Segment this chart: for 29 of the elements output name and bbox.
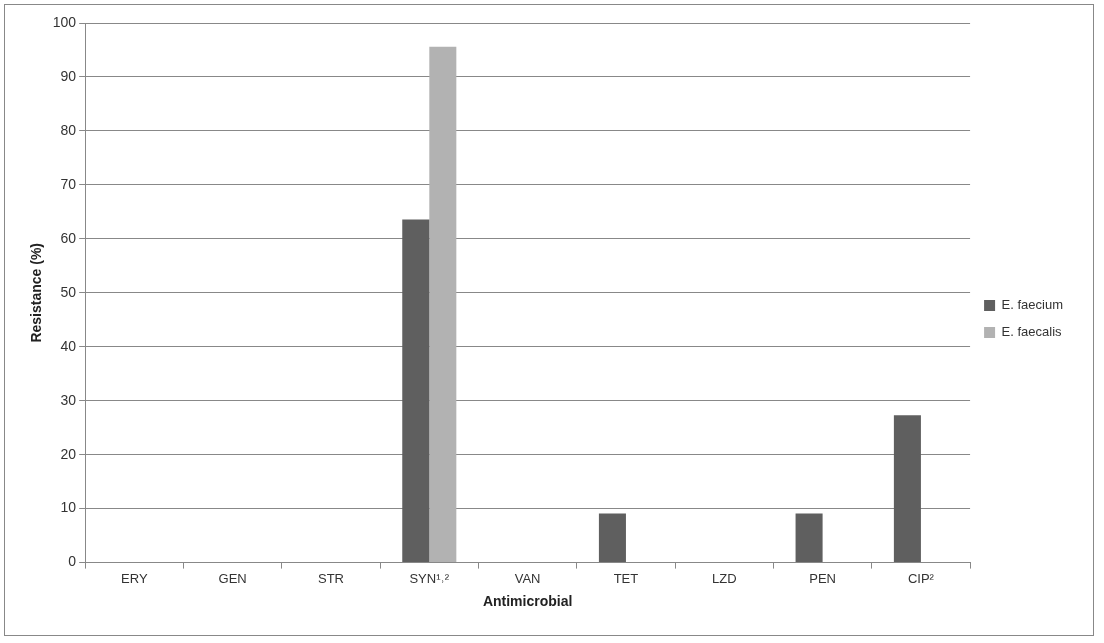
y-tick-label: 60 [60,229,77,246]
bar [402,219,430,563]
x-tick-label: LZD [711,570,737,586]
x-tick-label: GEN [218,570,247,586]
x-tick-label: TET [613,570,639,586]
y-tick-label: 90 [60,67,77,84]
y-tick-label: 80 [60,121,77,138]
bar [795,513,823,563]
y-tick-label: 50 [60,283,77,300]
x-tick-label: VAN [514,570,541,586]
y-tick-label: 100 [52,13,77,30]
legend-label: E. faecium [1001,297,1064,313]
x-tick-label: PEN [809,570,836,586]
y-tick-label: 10 [60,499,77,516]
x-tick-label: ERY [121,570,148,586]
y-tick-label: 70 [60,175,77,192]
y-tick-label: 0 [68,553,77,570]
y-tick-label: 40 [60,337,77,354]
x-tick-label: STR [317,570,344,586]
legend-label: E. faecalis [1001,324,1063,340]
x-tick-label: CIP² [907,570,935,586]
bar [429,46,457,563]
x-tick-label: SYN¹˒² [409,570,450,586]
y-tick-label: 20 [60,445,77,462]
bar [893,415,921,563]
y-tick-label: 30 [60,391,77,408]
bar [598,513,626,563]
x-axis-title: Antimicrobial [482,593,573,610]
y-axis-title: Resistance (%) [28,243,45,343]
